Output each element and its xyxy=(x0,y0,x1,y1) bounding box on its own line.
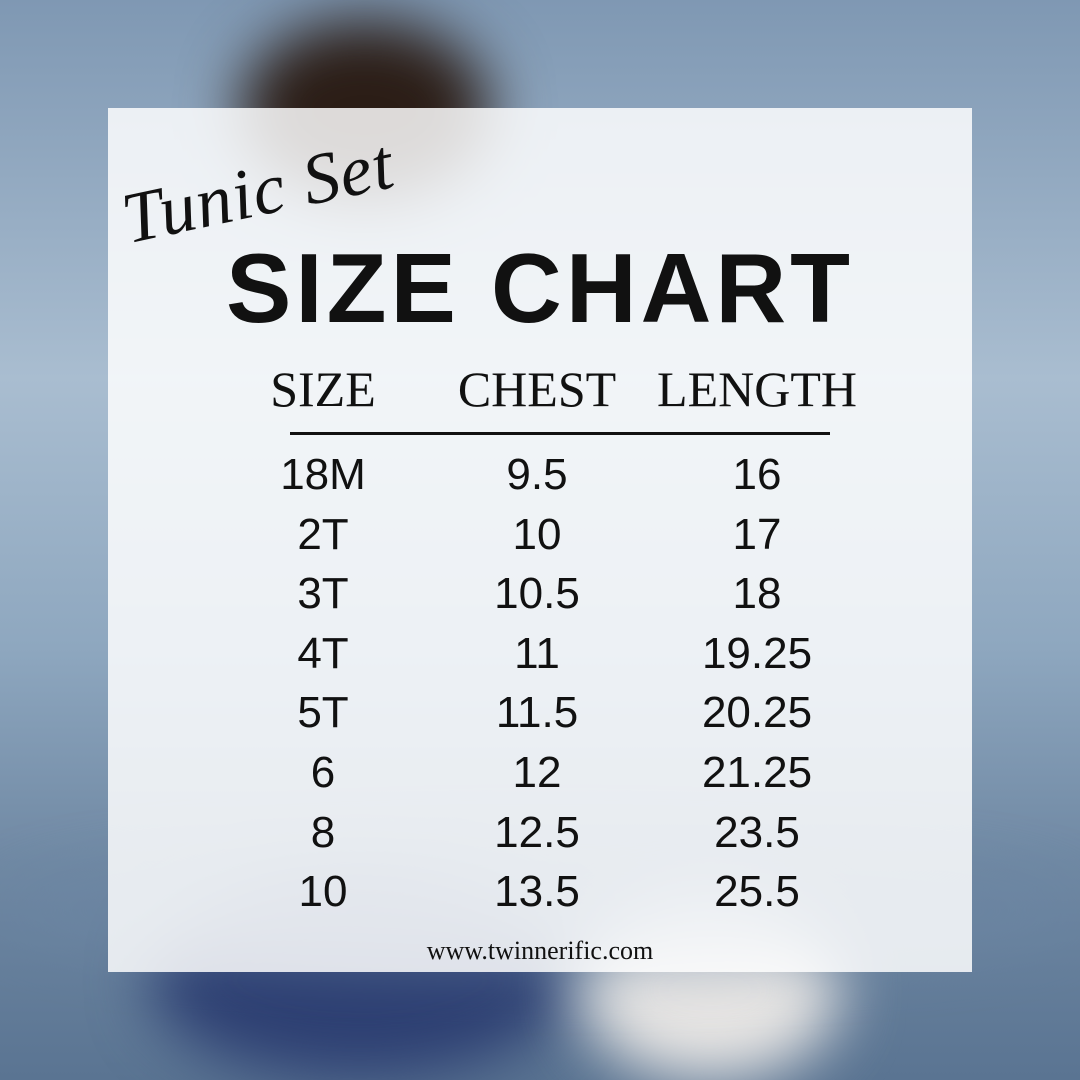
cell-size: 18M xyxy=(280,450,366,499)
cell-length: 23.5 xyxy=(714,807,800,857)
cell-length: 17 xyxy=(732,509,782,559)
cell-size: 5T xyxy=(297,688,349,738)
cell-size: 4T xyxy=(297,628,349,678)
header-divider xyxy=(290,432,830,435)
cell-chest: 11.5 xyxy=(495,688,579,738)
cell-size: 2T xyxy=(297,509,349,559)
cell-length: 20.25 xyxy=(701,688,813,738)
cell-chest: 9.5 xyxy=(506,450,568,499)
website-link: www.twinnerific.com xyxy=(426,936,654,965)
column-header-chest: CHEST xyxy=(457,361,617,417)
page-title: SIZE CHART xyxy=(226,233,854,343)
cell-chest: 10 xyxy=(512,509,562,559)
cell-chest: 12.5 xyxy=(494,807,580,857)
cell-length: 18 xyxy=(732,569,782,619)
size-chart-panel xyxy=(108,108,972,972)
cell-chest: 10.5 xyxy=(494,569,580,619)
cell-length: 16 xyxy=(732,450,782,499)
cell-length: 21.25 xyxy=(701,748,813,797)
cell-chest: 13.5 xyxy=(494,867,580,917)
column-header-length: LENGTH xyxy=(657,361,857,417)
cell-size: 6 xyxy=(310,748,336,797)
column-header-size: SIZE xyxy=(270,361,376,417)
cell-length: 25.5 xyxy=(714,867,800,917)
cell-size: 3T xyxy=(297,569,349,619)
cell-length: 19.25 xyxy=(701,628,813,678)
cell-size: 10 xyxy=(298,867,348,917)
cell-chest: 12 xyxy=(512,748,562,797)
cell-size: 8 xyxy=(310,807,336,857)
cell-chest: 11 xyxy=(514,628,560,678)
